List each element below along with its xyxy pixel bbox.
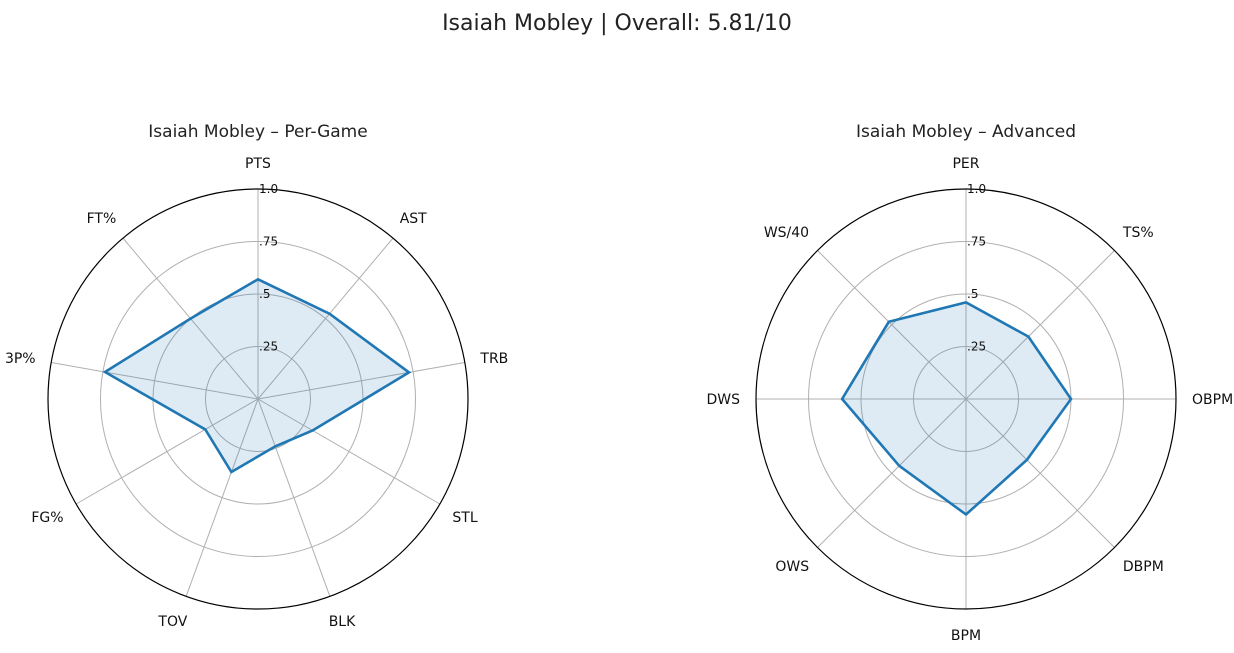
grid-spoke	[51, 362, 259, 400]
grid-spoke	[965, 398, 1115, 548]
r-tick-label: .75	[967, 235, 986, 249]
r-tick-label: .25	[967, 340, 986, 354]
grid-spoke	[965, 250, 1115, 400]
category-label-stl: STL	[452, 510, 477, 526]
category-label-ts-pct: TS%	[1122, 225, 1154, 241]
category-label-trb: TRB	[479, 351, 508, 367]
grid-spoke	[817, 250, 967, 400]
grid-spoke	[257, 362, 465, 400]
r-tick-label: 1.0	[259, 182, 278, 196]
r-tick-label: .75	[259, 235, 278, 249]
grid-spoke	[185, 398, 259, 597]
r-tick-label: .5	[259, 287, 270, 301]
grid-spoke	[817, 398, 967, 548]
radar-chart-advanced: Isaiah Mobley – Advanced .25 .5 .75 1.0 PER TS…	[706, 122, 1233, 644]
category-label-pts: PTS	[245, 156, 271, 172]
polar-spine	[47, 188, 469, 610]
series-area	[842, 302, 1071, 515]
grid-spoke	[257, 398, 331, 597]
category-label-fg-pct: FG%	[31, 510, 63, 526]
category-label-blk: BLK	[329, 614, 356, 630]
polar-spine	[755, 188, 1177, 610]
category-label-dbpm: DBPM	[1123, 559, 1164, 575]
category-label-tov: TOV	[157, 614, 187, 630]
category-label-ws-40: WS/40	[764, 225, 809, 241]
category-label-ast: AST	[400, 211, 427, 227]
series-area	[105, 279, 409, 472]
chart-title: Isaiah Mobley – Per-Game	[148, 122, 367, 142]
category-label-bpm: BPM	[951, 628, 981, 644]
grid-spoke	[75, 398, 259, 505]
category-label-obpm: OBPM	[1192, 392, 1233, 408]
chart-title: Isaiah Mobley – Advanced	[856, 122, 1076, 142]
radar-chart-per-game: Isaiah Mobley – Per-Game .25 .5 .75 1.0 PTS AS…	[5, 122, 508, 630]
grid-spoke	[257, 237, 394, 400]
category-label-ows: OWS	[775, 559, 809, 575]
series-line	[840, 301, 1073, 517]
category-label-per: PER	[952, 156, 979, 172]
r-tick-label: .25	[259, 340, 278, 354]
figure-title: Isaiah Mobley | Overall: 5.81/10	[442, 11, 792, 36]
category-label-dws: DWS	[706, 392, 740, 408]
series-line	[102, 277, 412, 474]
r-tick-label: .5	[967, 287, 978, 301]
grid-spoke	[257, 398, 441, 505]
r-tick-label: 1.0	[967, 182, 986, 196]
category-label-ft-pct: FT%	[87, 211, 117, 227]
category-label-3p-pct: 3P%	[5, 351, 36, 367]
